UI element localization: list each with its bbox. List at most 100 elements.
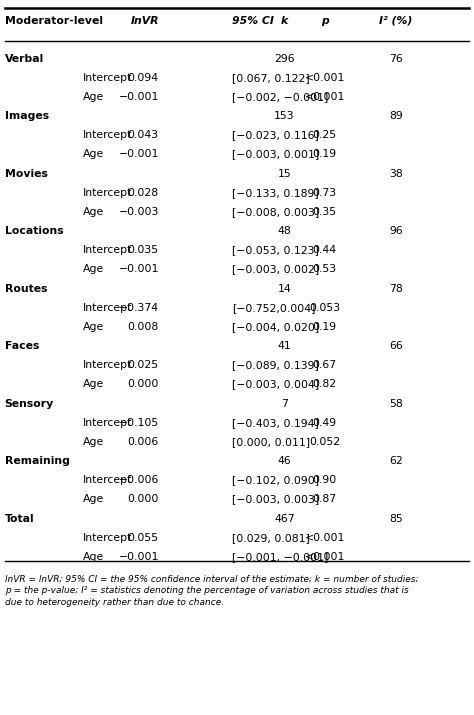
Text: Age: Age	[83, 265, 104, 275]
Text: Intercept: Intercept	[83, 302, 132, 312]
Text: 15: 15	[277, 169, 292, 179]
Text: [−0.003, 0.003]: [−0.003, 0.003]	[232, 494, 319, 504]
Text: Total: Total	[5, 513, 34, 523]
Text: Intercept: Intercept	[83, 188, 132, 198]
Text: 0.028: 0.028	[128, 188, 159, 198]
Text: <0.001: <0.001	[304, 552, 345, 562]
Text: 0.49: 0.49	[313, 418, 337, 428]
Text: 58: 58	[389, 398, 403, 408]
Text: Age: Age	[83, 380, 104, 390]
Text: Age: Age	[83, 207, 104, 217]
Text: [−0.752,0.004]: [−0.752,0.004]	[232, 302, 316, 312]
Text: 0.35: 0.35	[313, 207, 337, 217]
Text: Sensory: Sensory	[5, 398, 54, 408]
Text: 0.25: 0.25	[313, 130, 337, 140]
Text: −0.001: −0.001	[118, 552, 159, 562]
Text: −0.001: −0.001	[118, 265, 159, 275]
Text: 0.008: 0.008	[128, 322, 159, 332]
Text: 0.052: 0.052	[309, 437, 340, 447]
Text: lnVR = lnVR; 95% CI = the 95% confidence interval of the estimate; k = number of: lnVR = lnVR; 95% CI = the 95% confidence…	[5, 574, 418, 607]
Text: −0.006: −0.006	[118, 475, 159, 485]
Text: 7: 7	[281, 398, 288, 408]
Text: 48: 48	[277, 226, 292, 236]
Text: 296: 296	[274, 54, 295, 64]
Text: [−0.003, 0.002]: [−0.003, 0.002]	[232, 265, 319, 275]
Text: −0.105: −0.105	[118, 418, 159, 428]
Text: [−0.008, 0.003]: [−0.008, 0.003]	[232, 207, 319, 217]
Text: 0.035: 0.035	[128, 245, 159, 255]
Text: p: p	[321, 16, 328, 26]
Text: −0.001: −0.001	[118, 149, 159, 159]
Text: −0.001: −0.001	[118, 92, 159, 102]
Text: Age: Age	[83, 92, 104, 102]
Text: Age: Age	[83, 149, 104, 159]
Text: 0.006: 0.006	[128, 437, 159, 447]
Text: 0.87: 0.87	[313, 494, 337, 504]
Text: 41: 41	[277, 341, 292, 351]
Text: 46: 46	[277, 456, 292, 466]
Text: [−0.053, 0.123]: [−0.053, 0.123]	[232, 245, 319, 255]
Text: Age: Age	[83, 552, 104, 562]
Text: Intercept: Intercept	[83, 418, 132, 428]
Text: 153: 153	[274, 111, 295, 121]
Text: [−0.003, 0.001]: [−0.003, 0.001]	[232, 149, 319, 159]
Text: 66: 66	[389, 341, 403, 351]
Text: 0.043: 0.043	[128, 130, 159, 140]
Text: k: k	[281, 16, 288, 26]
Text: <0.001: <0.001	[304, 533, 345, 543]
Text: Verbal: Verbal	[5, 54, 44, 64]
Text: 38: 38	[389, 169, 403, 179]
Text: 0.19: 0.19	[313, 322, 337, 332]
Text: Age: Age	[83, 494, 104, 504]
Text: InVR: InVR	[130, 16, 159, 26]
Text: [0.067, 0.122]: [0.067, 0.122]	[232, 73, 310, 83]
Text: [−0.133, 0.189]: [−0.133, 0.189]	[232, 188, 319, 198]
Text: [0.000, 0.011]: [0.000, 0.011]	[232, 437, 310, 447]
Text: [−0.403, 0.194]: [−0.403, 0.194]	[232, 418, 319, 428]
Text: Intercept: Intercept	[83, 475, 132, 485]
Text: 0.44: 0.44	[313, 245, 337, 255]
Text: 0.000: 0.000	[128, 380, 159, 390]
Text: Locations: Locations	[5, 226, 64, 236]
Text: 62: 62	[389, 456, 403, 466]
Text: [−0.023, 0.116]: [−0.023, 0.116]	[232, 130, 319, 140]
Text: 0.19: 0.19	[313, 149, 337, 159]
Text: 78: 78	[389, 284, 403, 294]
Text: Age: Age	[83, 322, 104, 332]
Text: [−0.004, 0.020]: [−0.004, 0.020]	[232, 322, 319, 332]
Text: 0.53: 0.53	[313, 265, 337, 275]
Text: 0.053: 0.053	[309, 302, 340, 312]
Text: [−0.002, −0.001]: [−0.002, −0.001]	[232, 92, 328, 102]
Text: 0.000: 0.000	[128, 494, 159, 504]
Text: 0.055: 0.055	[128, 533, 159, 543]
Text: <0.001: <0.001	[304, 92, 345, 102]
Text: [−0.089, 0.139]: [−0.089, 0.139]	[232, 360, 319, 370]
Text: <0.001: <0.001	[304, 73, 345, 83]
Text: 0.094: 0.094	[128, 73, 159, 83]
Text: 0.73: 0.73	[313, 188, 337, 198]
Text: 0.025: 0.025	[128, 360, 159, 370]
Text: Faces: Faces	[5, 341, 39, 351]
Text: −0.374: −0.374	[118, 302, 159, 312]
Text: 0.67: 0.67	[313, 360, 337, 370]
Text: Intercept: Intercept	[83, 130, 132, 140]
Text: Intercept: Intercept	[83, 533, 132, 543]
Text: 89: 89	[389, 111, 403, 121]
Text: 76: 76	[389, 54, 403, 64]
Text: 0.90: 0.90	[312, 475, 337, 485]
Text: [−0.003, 0.004]: [−0.003, 0.004]	[232, 380, 319, 390]
Text: 467: 467	[274, 513, 295, 523]
Text: [−0.001, −0.001]: [−0.001, −0.001]	[232, 552, 328, 562]
Text: Intercept: Intercept	[83, 245, 132, 255]
Text: 95% CI: 95% CI	[232, 16, 274, 26]
Text: Routes: Routes	[5, 284, 47, 294]
Text: Remaining: Remaining	[5, 456, 70, 466]
Text: 85: 85	[389, 513, 403, 523]
Text: 0.82: 0.82	[313, 380, 337, 390]
Text: Intercept: Intercept	[83, 73, 132, 83]
Text: 96: 96	[389, 226, 403, 236]
Text: 14: 14	[277, 284, 292, 294]
Text: Intercept: Intercept	[83, 360, 132, 370]
Text: I² (%): I² (%)	[379, 16, 412, 26]
Text: Movies: Movies	[5, 169, 47, 179]
